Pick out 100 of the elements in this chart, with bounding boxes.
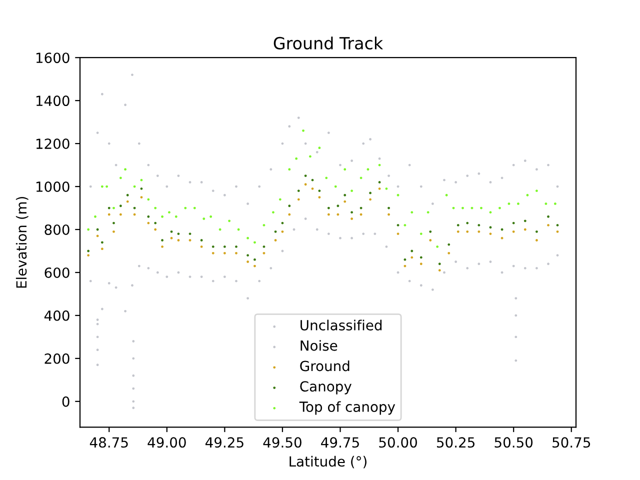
point [297, 190, 300, 192]
point [556, 230, 559, 233]
legend-label: Noise [300, 340, 338, 351]
point [223, 245, 226, 248]
point [410, 250, 414, 252]
point [512, 230, 515, 233]
legend-label: Unclassified [300, 320, 382, 330]
point [132, 406, 135, 410]
x-tick-label: 50.25 [437, 437, 474, 448]
point [212, 245, 214, 248]
point [126, 194, 129, 196]
chart-title: Ground Track [274, 36, 384, 50]
point [514, 359, 518, 362]
point [500, 236, 504, 240]
point [288, 213, 291, 216]
point [524, 220, 526, 222]
point [366, 168, 370, 171]
point [514, 314, 518, 317]
point [325, 176, 328, 180]
point [278, 198, 282, 201]
point [448, 243, 450, 246]
point [100, 248, 104, 250]
y-axis-title: Elevation (m) [16, 196, 28, 288]
point [420, 256, 422, 259]
point [334, 185, 337, 188]
y-tick-label: 200 [44, 353, 70, 364]
point [126, 200, 129, 203]
point [100, 241, 104, 244]
point [170, 236, 173, 240]
point [295, 157, 298, 160]
point [436, 245, 439, 248]
point [96, 348, 99, 352]
y-tick-label: 1200 [36, 138, 70, 150]
y-tick-label: 600 [44, 267, 70, 278]
x-tick-label: 49.50 [263, 437, 302, 448]
x-tick-label: 49.75 [321, 437, 359, 448]
point [466, 230, 469, 233]
point [344, 168, 346, 171]
point [210, 215, 212, 218]
point [350, 211, 354, 214]
y-tick-label: 1400 [36, 96, 70, 106]
point [281, 230, 284, 233]
x-tick-label: 50.50 [494, 437, 533, 448]
point [396, 194, 400, 196]
point [132, 374, 135, 377]
point [514, 336, 518, 338]
point [378, 187, 381, 190]
point [132, 387, 135, 390]
point [119, 204, 122, 208]
point [445, 194, 448, 196]
point [410, 256, 414, 259]
y-tick-label: 400 [44, 310, 70, 321]
point [147, 215, 150, 218]
point [526, 194, 529, 196]
x-tick-label: 50.75 [552, 437, 590, 448]
x-tick-label: 48.75 [90, 437, 128, 448]
point [429, 230, 432, 233]
point [193, 206, 196, 210]
point [410, 211, 414, 214]
legend-label: Ground [300, 360, 350, 372]
point [456, 230, 460, 233]
y-tick-label: 800 [44, 224, 70, 235]
point [147, 198, 150, 201]
point [96, 364, 99, 366]
point [489, 226, 492, 229]
point [466, 222, 469, 224]
point [108, 213, 110, 216]
x-axis-title: Latitude (°) [290, 456, 366, 468]
x-tick-label: 49.00 [148, 437, 186, 448]
point [154, 206, 157, 210]
legend-label: Canopy [300, 381, 352, 394]
point [132, 357, 135, 360]
point [124, 168, 127, 171]
point [288, 168, 291, 171]
x-tick-label: 50.00 [379, 437, 417, 448]
point [174, 215, 178, 218]
point [318, 146, 321, 150]
point [262, 252, 266, 254]
point [297, 198, 300, 201]
y-tick-label: 1000 [36, 182, 70, 192]
point [119, 213, 122, 216]
point [478, 230, 480, 233]
point [119, 176, 122, 180]
point [344, 194, 346, 196]
point [344, 200, 346, 203]
point [154, 222, 157, 224]
point [184, 206, 187, 210]
point [350, 190, 354, 192]
point [288, 204, 291, 208]
point [140, 187, 143, 190]
point [304, 183, 307, 186]
point [512, 222, 515, 224]
point [438, 269, 441, 272]
point [385, 187, 388, 190]
legend-label: Top of canopy [299, 401, 396, 415]
y-tick-label: 0 [62, 396, 70, 407]
point [228, 220, 231, 222]
point [223, 252, 226, 254]
point [154, 228, 157, 231]
point [200, 245, 203, 248]
